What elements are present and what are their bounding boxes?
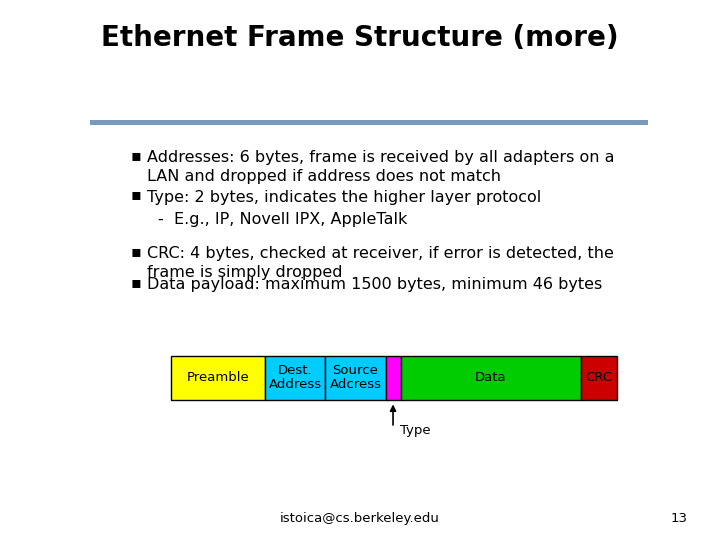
FancyBboxPatch shape — [90, 120, 648, 125]
Text: Source
Adcress: Source Adcress — [330, 364, 382, 392]
Text: ▪: ▪ — [130, 187, 141, 202]
Text: Ethernet Frame Structure (more): Ethernet Frame Structure (more) — [102, 24, 618, 52]
FancyBboxPatch shape — [385, 356, 400, 400]
Text: CRC: 4 bytes, checked at receiver, if error is detected, the
frame is simply dro: CRC: 4 bytes, checked at receiver, if er… — [147, 246, 613, 280]
Text: Type: 2 bytes, indicates the higher layer protocol: Type: 2 bytes, indicates the higher laye… — [147, 190, 541, 205]
Text: ▪: ▪ — [130, 244, 141, 259]
FancyBboxPatch shape — [325, 356, 385, 400]
Text: Data: Data — [475, 371, 506, 384]
Text: Type: Type — [400, 424, 431, 437]
Text: -  E.g., IP, Novell IPX, AppleTalk: - E.g., IP, Novell IPX, AppleTalk — [158, 212, 408, 227]
FancyBboxPatch shape — [266, 356, 325, 400]
Text: 13: 13 — [670, 512, 688, 525]
Text: Data payload: maximum 1500 bytes, minimum 46 bytes: Data payload: maximum 1500 bytes, minimu… — [147, 277, 602, 292]
Text: Preamble: Preamble — [186, 371, 250, 384]
Text: istoica@cs.berkeley.edu: istoica@cs.berkeley.edu — [280, 512, 440, 525]
Text: ▪: ▪ — [130, 148, 141, 163]
FancyBboxPatch shape — [400, 356, 581, 400]
Text: Addresses: 6 bytes, frame is received by all adapters on a
LAN and dropped if ad: Addresses: 6 bytes, frame is received by… — [147, 150, 614, 184]
FancyBboxPatch shape — [581, 356, 617, 400]
Text: Dest.
Address: Dest. Address — [269, 364, 322, 392]
Text: ▪: ▪ — [130, 275, 141, 290]
Text: CRC: CRC — [585, 371, 613, 384]
FancyBboxPatch shape — [171, 356, 266, 400]
